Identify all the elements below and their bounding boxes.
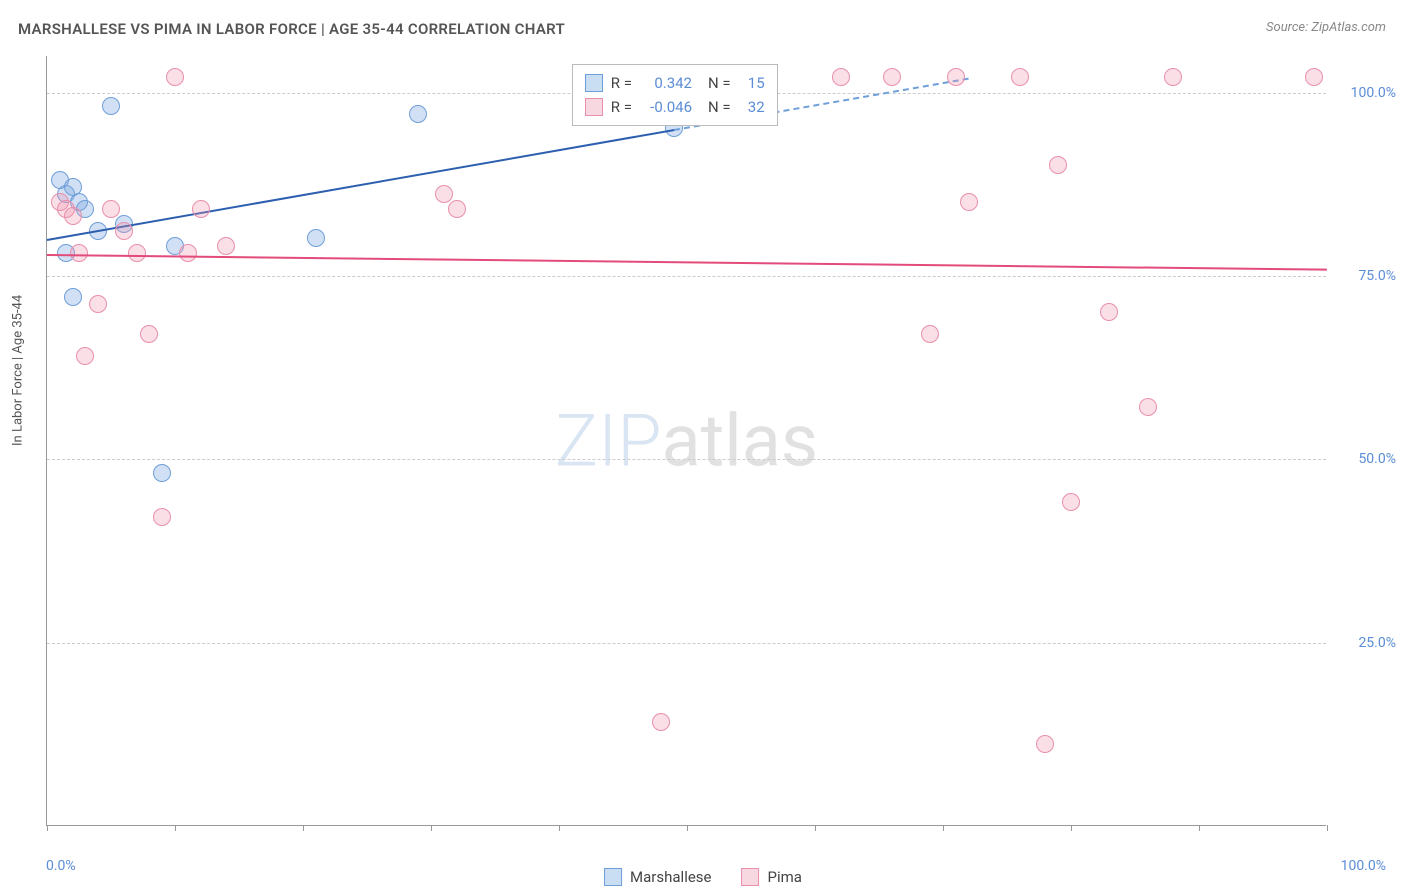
data-point	[115, 222, 133, 240]
gridline	[47, 643, 1326, 644]
data-point	[307, 229, 325, 247]
r-value: -0.046	[640, 95, 692, 119]
data-point	[76, 347, 94, 365]
y-tick-label: 50.0%	[1358, 451, 1396, 467]
data-point	[89, 295, 107, 313]
data-point	[1139, 398, 1157, 416]
data-point	[435, 185, 453, 203]
trend-line	[47, 254, 1327, 271]
data-point	[1036, 735, 1054, 753]
series-swatch	[585, 74, 603, 92]
y-tick-label: 100.0%	[1351, 85, 1396, 101]
x-tick	[559, 825, 560, 831]
data-point	[153, 508, 171, 526]
x-tick	[1199, 825, 1200, 831]
n-value: 32	[739, 95, 765, 119]
data-point	[947, 68, 965, 86]
data-point	[409, 105, 427, 123]
x-tick	[1071, 825, 1072, 831]
stat-row: R = -0.046 N = 32	[585, 95, 765, 119]
legend-label: Pima	[768, 868, 802, 886]
data-point	[448, 200, 466, 218]
y-tick-label: 25.0%	[1358, 635, 1396, 651]
data-point	[921, 325, 939, 343]
trend-line	[47, 129, 675, 241]
data-point	[960, 193, 978, 211]
x-tick	[687, 825, 688, 831]
data-point	[1100, 303, 1118, 321]
data-point	[652, 713, 670, 731]
data-point	[64, 288, 82, 306]
data-point	[179, 244, 197, 262]
r-label: R =	[611, 95, 632, 119]
x-tick	[303, 825, 304, 831]
x-tick	[47, 825, 48, 831]
x-tick	[943, 825, 944, 831]
legend-swatch	[604, 868, 622, 886]
data-point	[1164, 68, 1182, 86]
stat-row: R = 0.342 N = 15	[585, 71, 765, 95]
data-point	[140, 325, 158, 343]
x-max-label: 100.0%	[1341, 858, 1386, 874]
data-point	[166, 68, 184, 86]
r-value: 0.342	[640, 71, 692, 95]
y-tick-label: 75.0%	[1358, 268, 1396, 284]
legend: Marshallese Pima	[604, 868, 802, 886]
y-axis-label: In Labor Force | Age 35-44	[11, 295, 26, 446]
x-tick	[175, 825, 176, 831]
x-tick	[815, 825, 816, 831]
data-point	[102, 200, 120, 218]
data-point	[217, 237, 235, 255]
data-point	[153, 464, 171, 482]
data-point	[102, 97, 120, 115]
legend-label: Marshallese	[630, 868, 711, 886]
data-point	[192, 200, 210, 218]
gridline	[47, 459, 1326, 460]
data-point	[1011, 68, 1029, 86]
legend-item: Marshallese	[604, 868, 711, 886]
correlation-stats-box: R = 0.342 N = 15 R = -0.046 N = 32	[572, 64, 778, 126]
data-point	[832, 68, 850, 86]
n-value: 15	[739, 71, 765, 95]
data-point	[1049, 156, 1067, 174]
chart-title: MARSHALLESE VS PIMA IN LABOR FORCE | AGE…	[18, 20, 565, 38]
data-point	[64, 207, 82, 225]
n-label: N =	[708, 95, 731, 119]
x-tick	[1327, 825, 1328, 831]
r-label: R =	[611, 71, 632, 95]
legend-item: Pima	[742, 868, 802, 886]
x-tick	[431, 825, 432, 831]
data-point	[883, 68, 901, 86]
data-point	[1062, 493, 1080, 511]
source-attribution: Source: ZipAtlas.com	[1266, 20, 1386, 35]
gridline	[47, 276, 1326, 277]
data-point	[70, 244, 88, 262]
watermark: ZIPatlas	[555, 398, 818, 483]
series-swatch	[585, 98, 603, 116]
x-min-label: 0.0%	[46, 858, 76, 874]
data-point	[1305, 68, 1323, 86]
legend-swatch	[742, 868, 760, 886]
n-label: N =	[708, 71, 731, 95]
data-point	[128, 244, 146, 262]
scatter-plot: ZIPatlas 25.0%50.0%75.0%100.0%R =0.342N …	[46, 56, 1326, 826]
